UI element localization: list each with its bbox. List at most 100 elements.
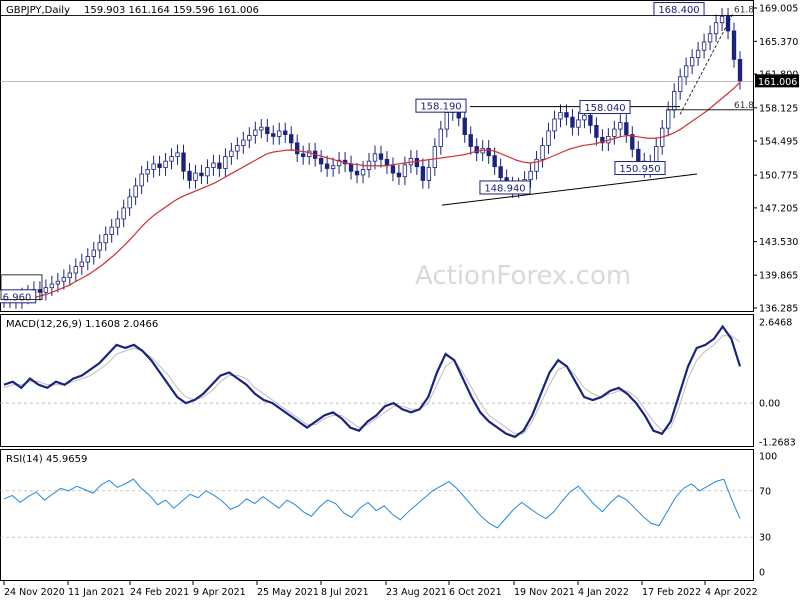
candle-body xyxy=(420,166,426,181)
candle-body xyxy=(259,126,264,131)
macd-title: MACD(12,26,9) 1.1608 2.0466 xyxy=(6,319,158,330)
candle-body xyxy=(390,165,396,174)
candle-body xyxy=(486,147,491,157)
fib-dashed-line xyxy=(679,13,734,115)
macd-axis-label: 0.00 xyxy=(759,399,780,410)
level-label-box xyxy=(614,161,666,176)
candle-body xyxy=(713,22,719,35)
candle-body xyxy=(43,287,49,293)
candle-body xyxy=(737,58,743,82)
candle-body xyxy=(534,158,539,172)
level-label-box xyxy=(579,100,631,115)
candle-body xyxy=(175,152,180,157)
macd-axis-label: 2.6468 xyxy=(759,318,792,329)
candle-body xyxy=(133,185,138,198)
candle-body xyxy=(689,57,695,67)
x-axis-label: 8 Jul 2021 xyxy=(321,587,369,598)
price-axis-label: 154.495 xyxy=(759,137,798,148)
candle-body xyxy=(701,41,707,51)
candle-body xyxy=(540,145,545,160)
macd-series-macd xyxy=(3,324,742,439)
price-axis-label: 158.125 xyxy=(759,103,798,114)
candle-body xyxy=(336,159,342,167)
candle-body xyxy=(109,226,114,235)
candle-body xyxy=(324,163,330,169)
price-axis-label: 147.205 xyxy=(759,203,798,214)
macd-panel xyxy=(0,314,754,447)
candle-body xyxy=(582,114,587,121)
candle-body xyxy=(396,172,402,178)
candle-body xyxy=(378,153,384,160)
candle-body xyxy=(552,118,557,132)
candle-body xyxy=(570,116,575,128)
candle-body xyxy=(402,164,408,178)
candle-body xyxy=(558,112,563,120)
candle-body xyxy=(612,128,617,137)
candle-body xyxy=(677,76,683,92)
rsi-panel xyxy=(0,449,754,581)
price-axis-label: 139.865 xyxy=(759,271,798,282)
candle-body xyxy=(330,165,336,169)
moving-average-line xyxy=(3,81,741,303)
candle-body xyxy=(223,156,228,169)
candle-body xyxy=(211,162,216,168)
level-label-box xyxy=(653,2,705,17)
candle-body xyxy=(265,126,270,135)
candle-body xyxy=(199,172,204,177)
rsi-axis-label: 100 xyxy=(759,452,777,463)
price-axis-label: 136.285 xyxy=(759,304,798,315)
x-axis-label: 11 Jan 2021 xyxy=(68,587,125,598)
rsi-series-line xyxy=(3,478,741,529)
rsi-series-layer xyxy=(0,478,753,538)
price-title: GBPJPY,Daily xyxy=(6,5,70,16)
x-axis-label: 17 Feb 2022 xyxy=(642,587,701,598)
price-axis-label: 150.775 xyxy=(759,171,798,182)
level-label: 158.190 xyxy=(420,102,461,113)
candle-body xyxy=(498,166,503,179)
candle-body xyxy=(127,196,132,209)
x-axis-label: 6 Oct 2021 xyxy=(449,587,502,598)
current-price-label: 161.006 xyxy=(758,77,797,88)
candle-body xyxy=(79,261,84,268)
candle-body xyxy=(139,173,144,187)
candle-body xyxy=(121,207,126,220)
candle-body xyxy=(187,170,192,181)
candle-body xyxy=(229,150,234,157)
candle-body xyxy=(97,242,102,251)
annotation-layer: 168.400 158.190 158.040 150.950 148.940 6.960… xyxy=(0,2,754,304)
candle-body xyxy=(546,130,551,146)
candle-body xyxy=(217,162,222,169)
candle-body xyxy=(67,272,73,279)
rsi-axis-label: 30 xyxy=(759,533,771,544)
candle-body xyxy=(588,114,593,126)
candle-body xyxy=(624,122,629,135)
candle-body xyxy=(354,170,360,176)
candle-body xyxy=(719,15,725,24)
macd-axis-label: -1.2683 xyxy=(759,438,796,449)
candle-body xyxy=(348,163,354,172)
candle-body xyxy=(241,139,246,146)
candle-body xyxy=(683,65,689,78)
level-label: 6.960 xyxy=(3,292,32,303)
candle-body xyxy=(169,156,174,162)
candle-body xyxy=(73,266,78,274)
level-label: 148.940 xyxy=(484,183,525,194)
candle-body xyxy=(564,112,569,118)
price-axis-label: 169.005 xyxy=(759,4,798,15)
x-axis-label: 23 Aug 2021 xyxy=(386,587,447,598)
candle-body xyxy=(55,280,61,285)
candle-body xyxy=(115,218,120,228)
candle-body xyxy=(414,158,420,168)
macd-series-signal xyxy=(3,335,741,435)
candle-body xyxy=(468,134,473,147)
candle-body xyxy=(247,135,252,141)
fib-label: 61.8 xyxy=(734,101,754,111)
candle-body xyxy=(318,158,324,165)
candle-body xyxy=(49,283,55,289)
rsi-axis-label: 70 xyxy=(759,486,771,497)
candle-body xyxy=(707,33,713,43)
axis-layer: 169.005165.370161.800158.125154.495150.7… xyxy=(3,4,799,598)
candle-body xyxy=(205,167,210,177)
watermark: ActionForex.com xyxy=(415,261,631,291)
